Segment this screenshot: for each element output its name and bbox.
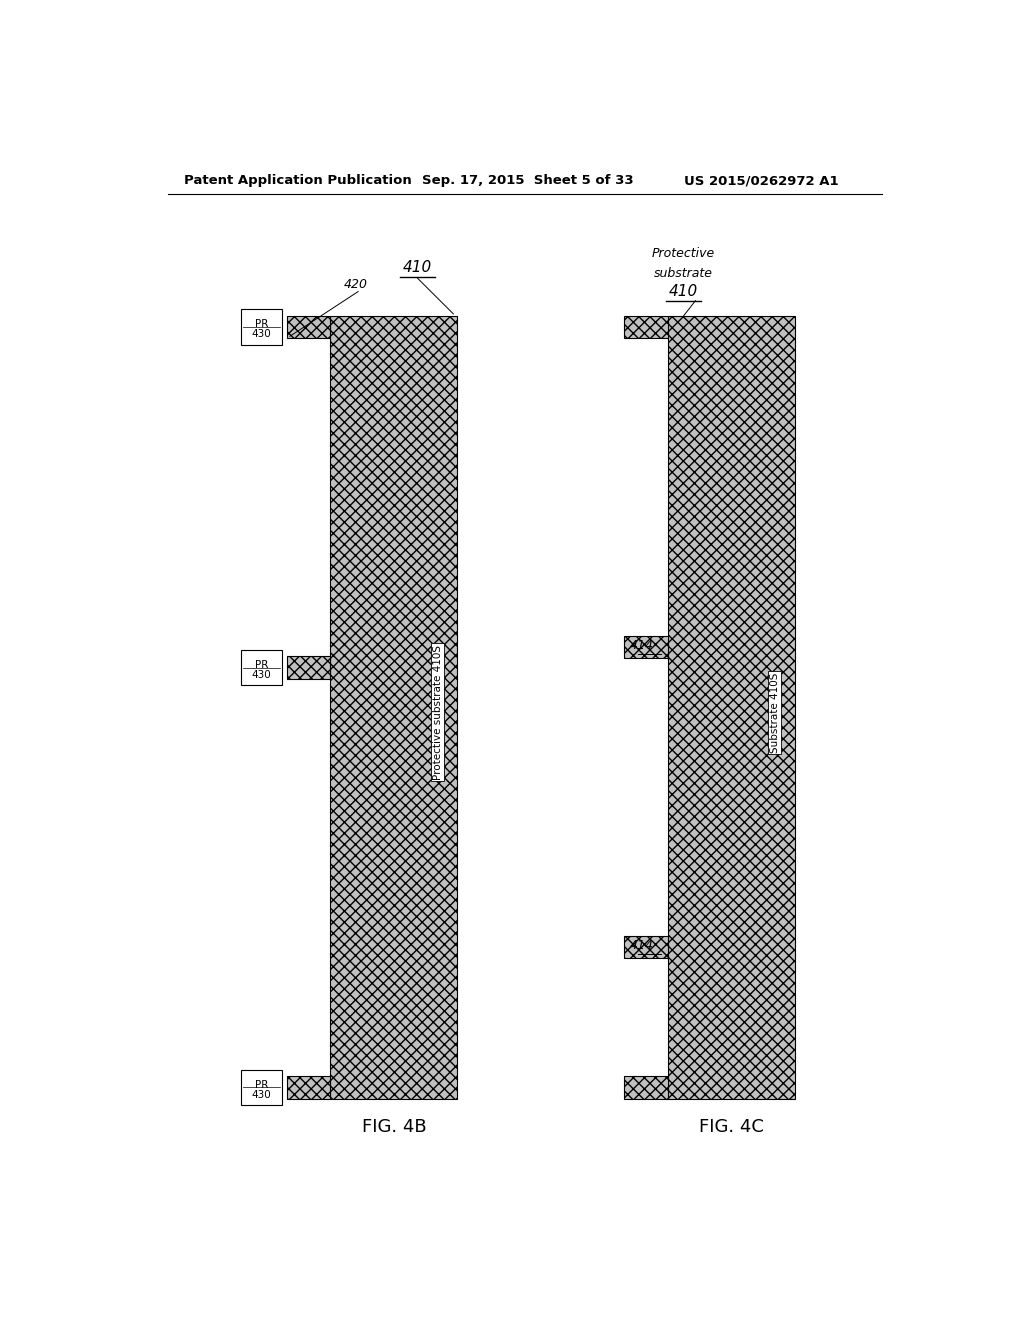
Bar	[624, 315, 668, 338]
Text: 414: 414	[630, 940, 654, 952]
Text: Substrate 410S: Substrate 410S	[770, 672, 780, 752]
Bar	[624, 636, 668, 659]
Text: 430: 430	[252, 1089, 271, 1100]
Text: PR: PR	[255, 660, 268, 669]
Bar	[241, 1069, 282, 1105]
Bar	[287, 1076, 331, 1098]
Bar	[241, 649, 282, 685]
Bar	[331, 315, 458, 1098]
Text: substrate: substrate	[654, 268, 713, 280]
Text: US 2015/0262972 A1: US 2015/0262972 A1	[684, 174, 839, 187]
Text: 410: 410	[403, 260, 432, 276]
Text: FIG. 4B: FIG. 4B	[361, 1118, 426, 1137]
Bar	[624, 936, 668, 958]
Text: Protective: Protective	[652, 247, 715, 260]
Text: Patent Application Publication: Patent Application Publication	[183, 174, 412, 187]
Bar	[668, 315, 795, 1098]
Text: 414: 414	[630, 639, 654, 652]
Bar	[287, 315, 331, 338]
Text: 430: 430	[252, 669, 271, 680]
Text: PR: PR	[255, 319, 268, 329]
Text: 430: 430	[252, 329, 271, 339]
Text: FIG. 4C: FIG. 4C	[698, 1118, 764, 1137]
Bar	[287, 656, 331, 678]
Bar	[624, 1076, 668, 1098]
Text: PR: PR	[255, 1080, 268, 1089]
Text: 410: 410	[669, 284, 698, 298]
Bar	[241, 309, 282, 345]
Text: 420: 420	[344, 277, 368, 290]
Text: Sep. 17, 2015  Sheet 5 of 33: Sep. 17, 2015 Sheet 5 of 33	[422, 174, 633, 187]
Text: Protective substrate 410S: Protective substrate 410S	[432, 645, 442, 780]
